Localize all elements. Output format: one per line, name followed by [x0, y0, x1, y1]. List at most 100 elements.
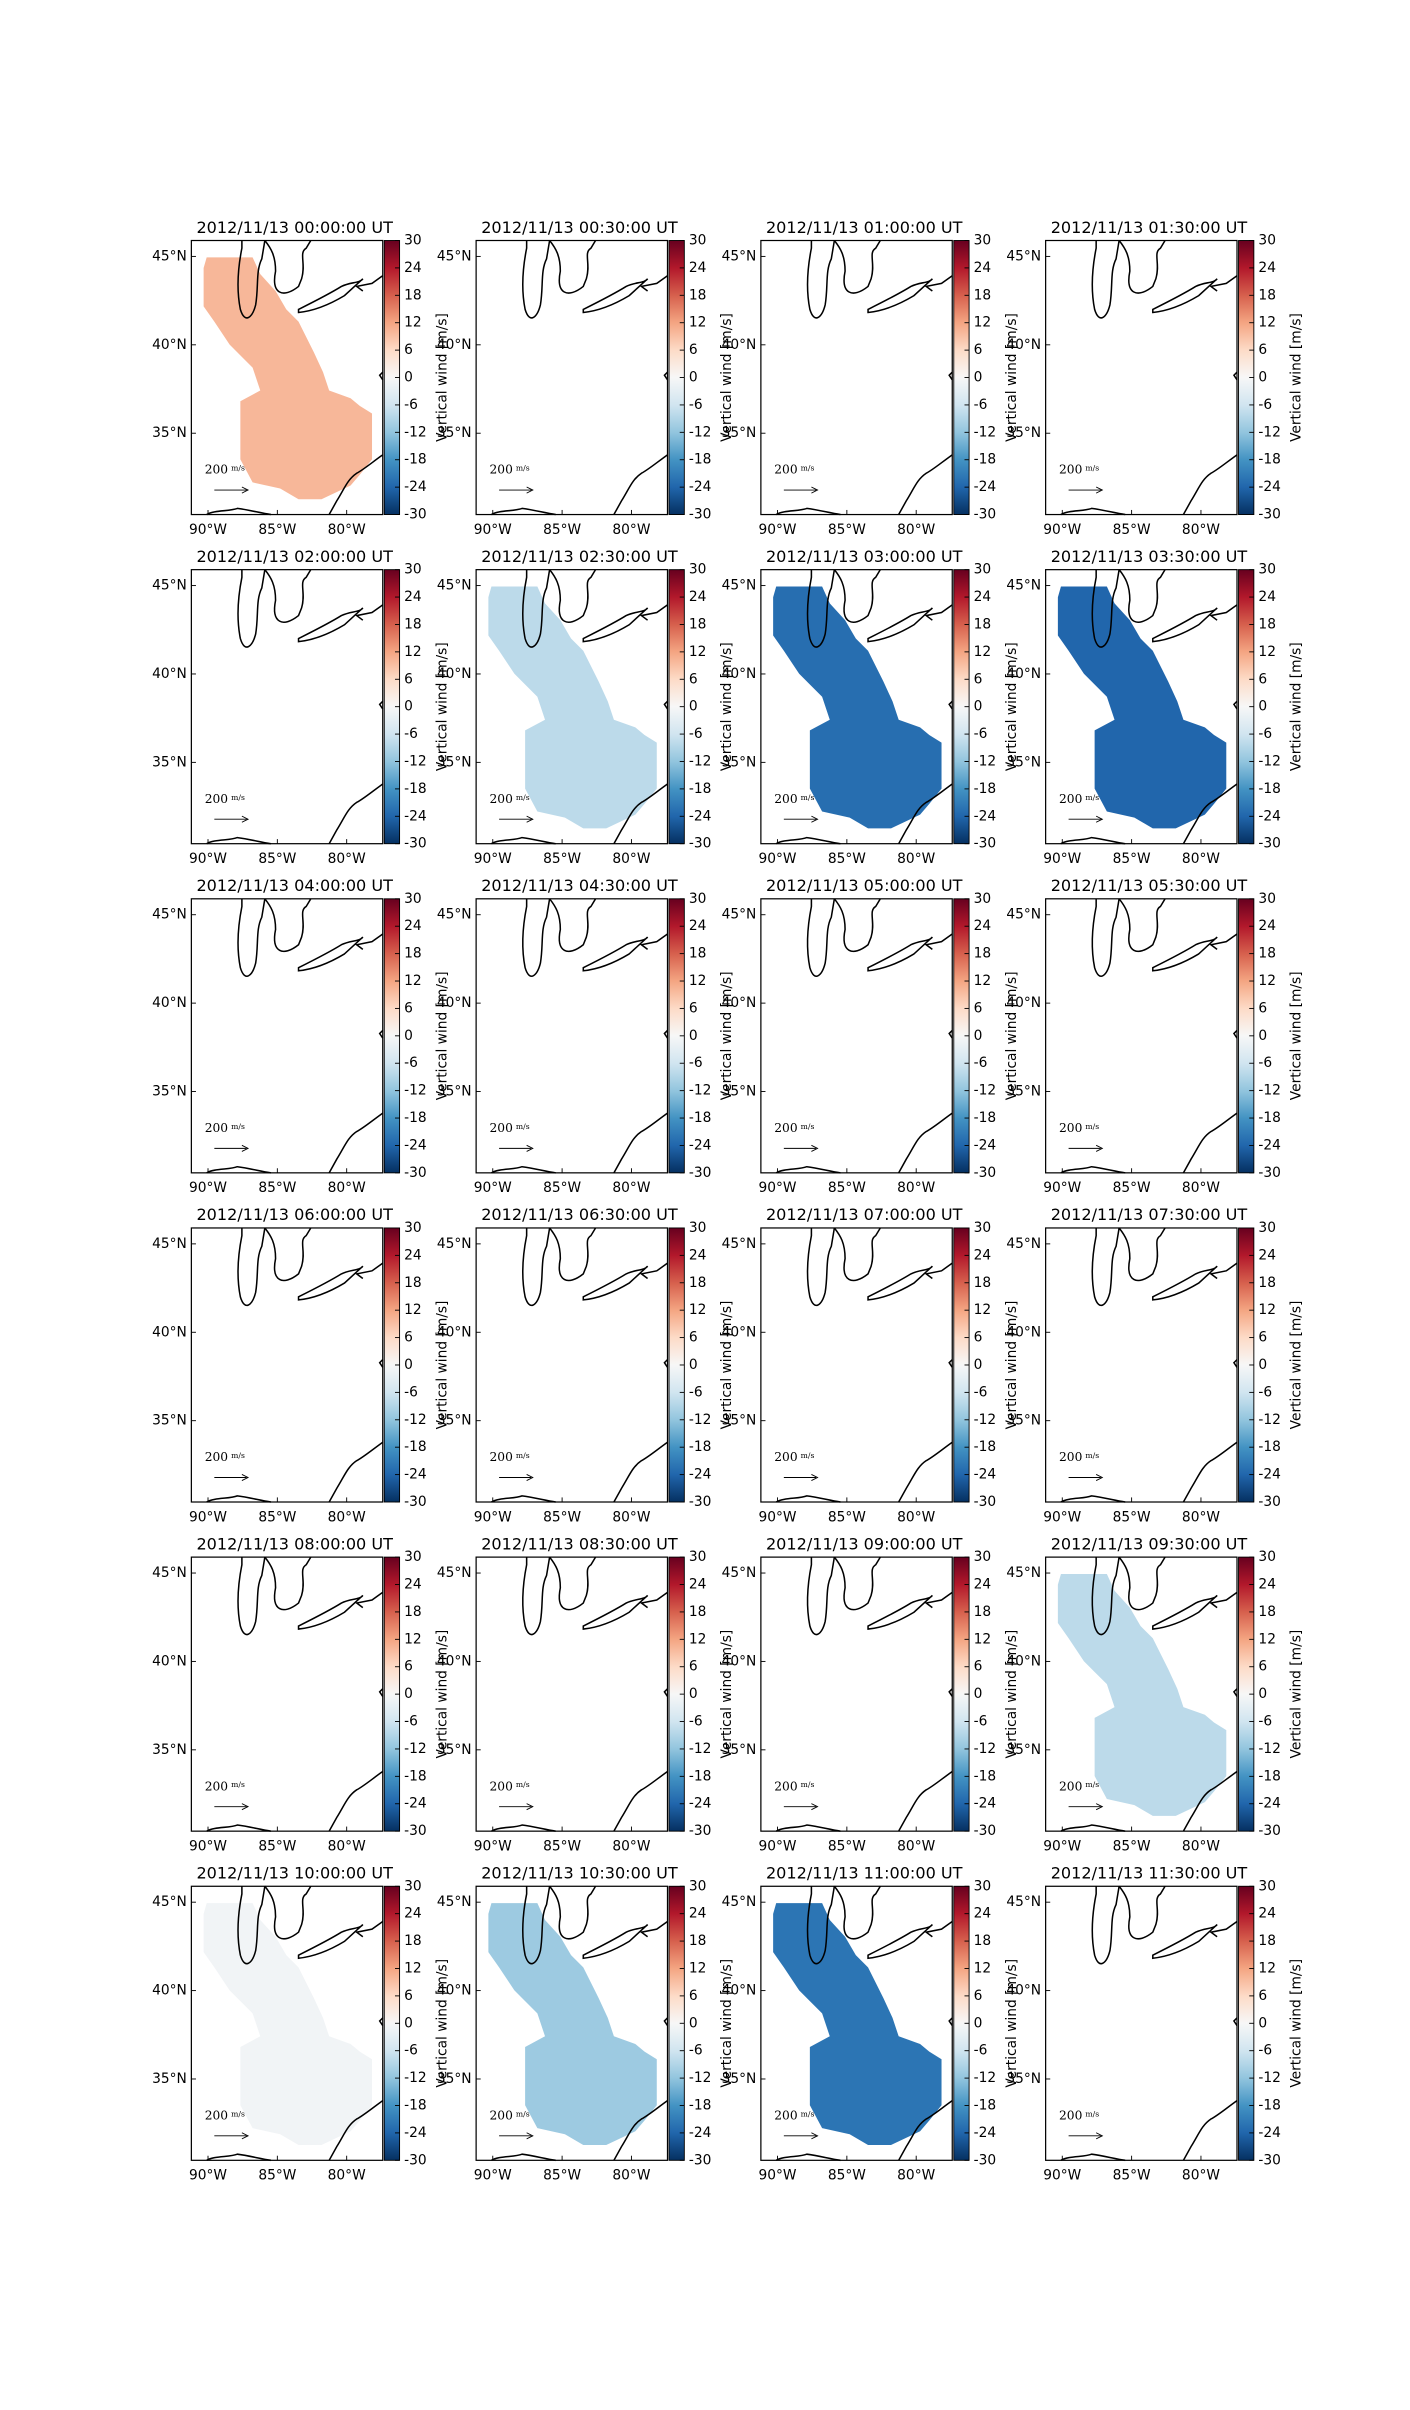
- colorbar-tick-label: -30: [689, 507, 711, 523]
- quiver-key-head: [526, 2132, 534, 2140]
- colorbar-tick-label: 0: [689, 2015, 698, 2031]
- panel-title: 2012/11/13 10:00:00 UT: [196, 1864, 393, 1883]
- colorbar-tick-label: -6: [974, 2043, 988, 2059]
- y-tick-label: 40°N: [1006, 1324, 1041, 1340]
- x-tick-label: 85°W: [1113, 2168, 1151, 2184]
- x-tick-label: 85°W: [828, 1509, 866, 1525]
- colorbar-tick-label: -30: [404, 836, 426, 852]
- colorbar-tick-label: -30: [689, 1823, 711, 1839]
- coastline: [663, 371, 669, 381]
- colorbar-tick-label: -6: [974, 1384, 988, 1400]
- colorbar-tick-label: -12: [404, 1412, 426, 1428]
- colorbar-tick-label: 0: [404, 1686, 413, 1702]
- colorbar-tick-label: -6: [689, 2043, 703, 2059]
- map-frame: [1045, 569, 1238, 845]
- colorbar-tick-label: 30: [974, 562, 992, 578]
- panel-title: 2012/11/13 01:00:00 UT: [766, 218, 963, 237]
- y-tick-label: 35°N: [722, 425, 757, 441]
- colorbar-tick-label: -12: [974, 753, 996, 769]
- colorbar-tick-label: -30: [974, 836, 996, 852]
- colorbar-tick-label: -30: [1258, 1165, 1280, 1181]
- y-tick-label: 40°N: [1006, 1653, 1041, 1669]
- map-frame: [475, 569, 669, 845]
- quiver-key-unit: m/s: [231, 2109, 245, 2118]
- coastline: [328, 783, 384, 845]
- quiver-key-head: [241, 486, 250, 494]
- quiver-key-unit: m/s: [801, 1780, 815, 1789]
- panel-title: 2012/11/13 05:30:00 UT: [1051, 876, 1248, 895]
- colorbar-tick-label: -18: [974, 2098, 996, 2114]
- coastline: [378, 1359, 384, 1368]
- colorbar-tick-label: 6: [689, 671, 698, 687]
- y-tick-label: 35°N: [1006, 425, 1041, 441]
- coastline: [297, 607, 364, 643]
- colorbar-tick-label: -30: [404, 1165, 426, 1181]
- map-panel: 2012/11/13 07:30:00 UT 90°W 85°W 80°W 45°N 40…: [1006, 1205, 1304, 1525]
- x-tick-label: 85°W: [258, 522, 296, 538]
- quiver-key-value: 200: [490, 1779, 513, 1793]
- quiver-key-unit: m/s: [801, 2109, 815, 2118]
- x-tick-label: 80°W: [612, 1180, 650, 1196]
- colorbar-tick-label: -30: [1258, 2152, 1280, 2168]
- colorbar-tick-label: -24: [404, 1137, 426, 1153]
- coastline: [354, 1591, 384, 1609]
- colorbar-tick-label: -30: [689, 1165, 711, 1181]
- x-tick-label: 90°W: [1043, 851, 1081, 867]
- map-panel: 2012/11/13 00:30:00 UT 90°W 85°W 80°W 45°N 40…: [437, 218, 735, 538]
- map-panel: 2012/11/13 00:00:00 UT 90°W 85°W 80°W 45°N 40…: [152, 218, 450, 538]
- colorbar-tick-label: -24: [689, 1137, 711, 1153]
- y-tick-label: 45°N: [152, 1565, 187, 1581]
- colorbar-tick-label: 30: [689, 1220, 707, 1236]
- coastline: [354, 604, 384, 621]
- coastline: [948, 371, 953, 381]
- quiver-key-value: 200: [1059, 463, 1082, 477]
- colorbar-tick-label: -6: [404, 1384, 418, 1400]
- quiver-key-head: [241, 1474, 250, 1481]
- coastline: [1209, 1262, 1238, 1280]
- colorbar-tick-label: 24: [974, 1577, 992, 1593]
- colorbar-tick-label: 24: [1258, 918, 1276, 934]
- coastline: [582, 278, 649, 314]
- x-tick-label: 90°W: [189, 522, 227, 538]
- coastline: [522, 1886, 551, 1965]
- colorbar-tick-label: -12: [974, 1412, 996, 1428]
- coastline: [867, 607, 933, 643]
- map-frame: [190, 239, 384, 516]
- colorbar-tick-label: 0: [974, 1028, 983, 1044]
- panel-title: 2012/11/13 04:00:00 UT: [196, 876, 393, 895]
- colorbar-tick-label: -24: [404, 1467, 426, 1483]
- y-tick-label: 45°N: [1006, 1565, 1041, 1581]
- colorbar-label: Vertical wind [m/s]: [1004, 1301, 1020, 1430]
- coastline: [833, 240, 881, 294]
- y-tick-label: 35°N: [1006, 2071, 1041, 2087]
- colorbar-tick-label: 30: [1258, 1878, 1276, 1894]
- colorbar-label: Vertical wind [m/s]: [719, 971, 735, 1100]
- y-tick-label: 35°N: [437, 754, 472, 770]
- colorbar-tick-label: 12: [1258, 973, 1276, 989]
- map-panel: 2012/11/13 08:00:00 UT 90°W 85°W 80°W 45°N 40…: [152, 1534, 450, 1854]
- y-tick-label: 35°N: [437, 425, 472, 441]
- colorbar-tick-label: -12: [689, 753, 711, 769]
- x-tick-label: 90°W: [189, 1180, 227, 1196]
- colorbar: [668, 240, 685, 516]
- y-tick-label: 35°N: [437, 1413, 472, 1429]
- colorbar-tick-label: -6: [1258, 397, 1272, 413]
- colorbar-tick-label: 30: [404, 1878, 422, 1894]
- colorbar-tick-label: 0: [974, 370, 983, 386]
- colorbar-tick-label: -30: [974, 1494, 996, 1510]
- y-tick-label: 45°N: [437, 578, 472, 594]
- colorbar-tick-label: 24: [689, 1577, 707, 1593]
- colorbar-tick-label: -12: [404, 424, 426, 440]
- quiver-key-head: [526, 486, 534, 494]
- colorbar-tick-label: 30: [1258, 233, 1276, 249]
- colorbar-tick-label: 30: [1258, 1220, 1276, 1236]
- colorbar-tick-label: -30: [689, 1494, 711, 1510]
- coastline: [1091, 898, 1120, 977]
- colorbar-label: Vertical wind [m/s]: [1289, 1959, 1305, 2088]
- y-tick-label: 40°N: [722, 1653, 757, 1669]
- y-tick-label: 35°N: [152, 1084, 187, 1100]
- y-tick-label: 35°N: [722, 1742, 757, 1758]
- x-tick-label: 90°W: [189, 1509, 227, 1525]
- quiver-key-value: 200: [490, 792, 513, 806]
- colorbar-tick-label: -30: [689, 2152, 711, 2168]
